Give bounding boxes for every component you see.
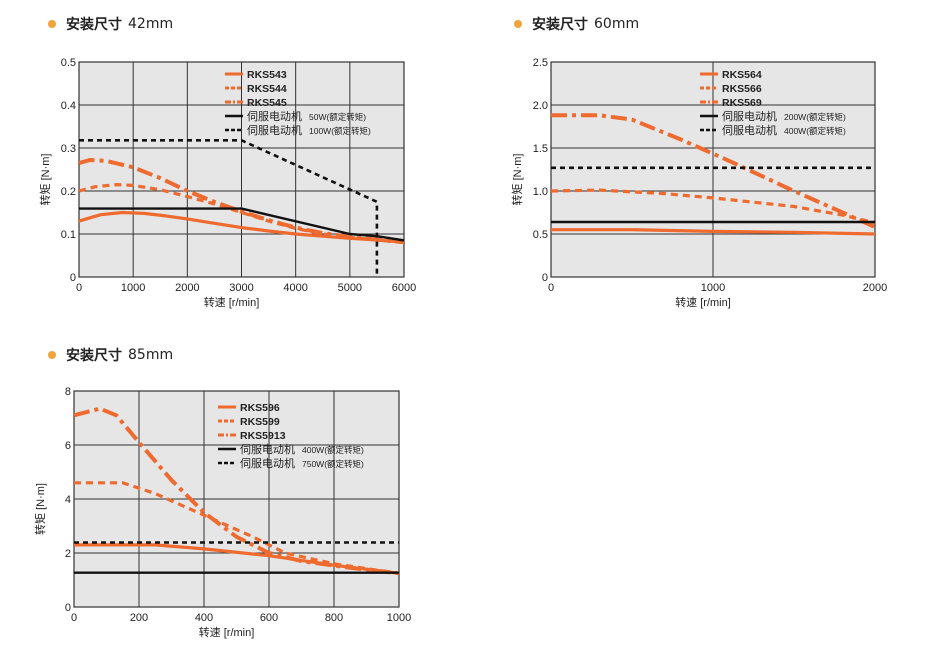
y-tick-label: 8 — [65, 386, 71, 398]
y-tick-label: 2.0 — [533, 100, 548, 112]
heading-title: 安装尺寸 — [66, 17, 122, 33]
x-tick-label: 800 — [325, 612, 343, 624]
legend-label: 伺服电动机 — [247, 123, 302, 137]
legend-rating: 100W(额定转矩) — [309, 126, 371, 136]
y-tick-label: 0.5 — [61, 57, 76, 69]
bullet-dot-icon — [514, 20, 522, 28]
chart-panel-85mm: 安装尺寸 85mm 0 200 400 600 800 1000 0 2 4 6 8 转速 [r/mi… — [0, 330, 430, 649]
x-tick-label: 3000 — [229, 282, 253, 294]
x-tick-label: 200 — [130, 612, 148, 624]
legend-label: RKS545 — [247, 97, 287, 109]
y-tick-label: 0 — [70, 272, 76, 284]
torque-chart-42mm: 0 1000 2000 3000 4000 5000 6000 0 0.1 0.2 0.3 0.4 0.… — [38, 57, 416, 309]
torque-chart-60mm: 0 1000 2000 0 0.5 1.0 1.5 2.0 2.5 转速 [r/min] 转矩 [N… — [510, 57, 887, 309]
heading-size: 42mm — [128, 16, 174, 32]
legend-label: 伺服电动机 — [240, 456, 295, 470]
y-tick-label: 1.0 — [533, 186, 548, 198]
series-line-2 — [74, 406, 399, 576]
series-line-0 — [551, 228, 875, 236]
y-axis-label: 转矩 [N·m] — [33, 483, 47, 535]
series-line-1 — [551, 188, 875, 225]
x-tick-label: 1000 — [701, 282, 725, 294]
x-tick-label: 0 — [548, 282, 554, 294]
series-line-1 — [79, 183, 404, 245]
x-tick-label: 400 — [195, 612, 213, 624]
chart-heading-85mm: 安装尺寸 85mm — [48, 345, 173, 365]
y-tick-label: 0 — [542, 272, 548, 284]
x-tick-label: 600 — [260, 612, 278, 624]
x-tick-label: 1000 — [387, 612, 411, 624]
legend-rating: 750W(额定转矩) — [302, 459, 364, 469]
legend-label: RKS544 — [247, 83, 287, 95]
y-tick-label: 2.5 — [533, 57, 548, 69]
series-line-3 — [79, 207, 404, 242]
chart-panel-60mm: 安装尺寸 60mm 0 1000 2000 0 0.5 1.0 1.5 2.0 2.5 转速 [r… — [470, 0, 947, 320]
legend-label: 伺服电动机 — [240, 442, 295, 456]
chart-heading-60mm: 安装尺寸 60mm — [514, 14, 639, 34]
chart-panel-42mm: 安装尺寸 42mm 0 1000 2000 3000 4000 5000 6000 0 0.1 0… — [0, 0, 430, 320]
y-axis-label: 转矩 [N·m] — [38, 154, 52, 206]
legend-label: RKS5913 — [240, 430, 286, 442]
legend-label: RKS564 — [722, 69, 762, 81]
y-tick-label: 0.5 — [533, 229, 548, 241]
x-tick-label: 0 — [76, 282, 82, 294]
legend-label: 伺服电动机 — [722, 123, 777, 137]
legend-label: 伺服电动机 — [247, 109, 302, 123]
y-axis-label: 转矩 [N·m] — [510, 154, 524, 206]
legend-label: RKS596 — [240, 402, 280, 414]
y-tick-label: 1.5 — [533, 143, 548, 155]
legend-rating: 50W(额定转矩) — [309, 112, 366, 122]
x-tick-label: 0 — [71, 612, 77, 624]
series-line-1 — [74, 481, 399, 575]
series-line-2 — [551, 113, 875, 229]
series-line-0 — [74, 543, 399, 575]
legend-label: RKS569 — [722, 97, 762, 109]
x-axis-label: 转速 [r/min] — [199, 625, 255, 639]
legend-rating: 400W(额定转矩) — [784, 126, 846, 136]
series-line-4 — [79, 139, 379, 277]
x-tick-label: 4000 — [283, 282, 307, 294]
x-axis-label: 转速 [r/min] — [675, 295, 731, 309]
heading-size: 85mm — [128, 347, 174, 363]
x-tick-label: 2000 — [863, 282, 887, 294]
heading-title: 安装尺寸 — [66, 348, 122, 364]
legend-label: 伺服电动机 — [722, 109, 777, 123]
x-tick-label: 2000 — [175, 282, 199, 294]
y-tick-label: 2 — [65, 548, 71, 560]
x-tick-label: 5000 — [338, 282, 362, 294]
y-tick-label: 0.4 — [61, 100, 76, 112]
legend-rating: 400W(额定转矩) — [302, 445, 364, 455]
x-tick-label: 1000 — [121, 282, 145, 294]
heading-title: 安装尺寸 — [532, 17, 588, 33]
y-tick-label: 0.2 — [61, 186, 76, 198]
y-tick-label: 4 — [65, 494, 71, 506]
y-tick-label: 6 — [65, 440, 71, 452]
y-tick-label: 0.1 — [61, 229, 76, 241]
legend-label: RKS566 — [722, 83, 762, 95]
x-tick-label: 6000 — [392, 282, 416, 294]
x-axis-label: 转速 [r/min] — [204, 295, 260, 309]
y-tick-label: 0.3 — [61, 143, 76, 155]
heading-size: 60mm — [594, 16, 640, 32]
bullet-dot-icon — [48, 351, 56, 359]
legend-label: RKS543 — [247, 69, 287, 81]
y-tick-label: 0 — [65, 602, 71, 614]
chart-heading-42mm: 安装尺寸 42mm — [48, 14, 173, 34]
legend-rating: 200W(额定转矩) — [784, 112, 846, 122]
torque-chart-85mm: 0 200 400 600 800 1000 0 2 4 6 8 转速 [r/min] 转矩 [N·m]… — [33, 386, 411, 639]
series-line-2 — [79, 158, 404, 245]
legend-label: RKS599 — [240, 416, 280, 428]
bullet-dot-icon — [48, 20, 56, 28]
